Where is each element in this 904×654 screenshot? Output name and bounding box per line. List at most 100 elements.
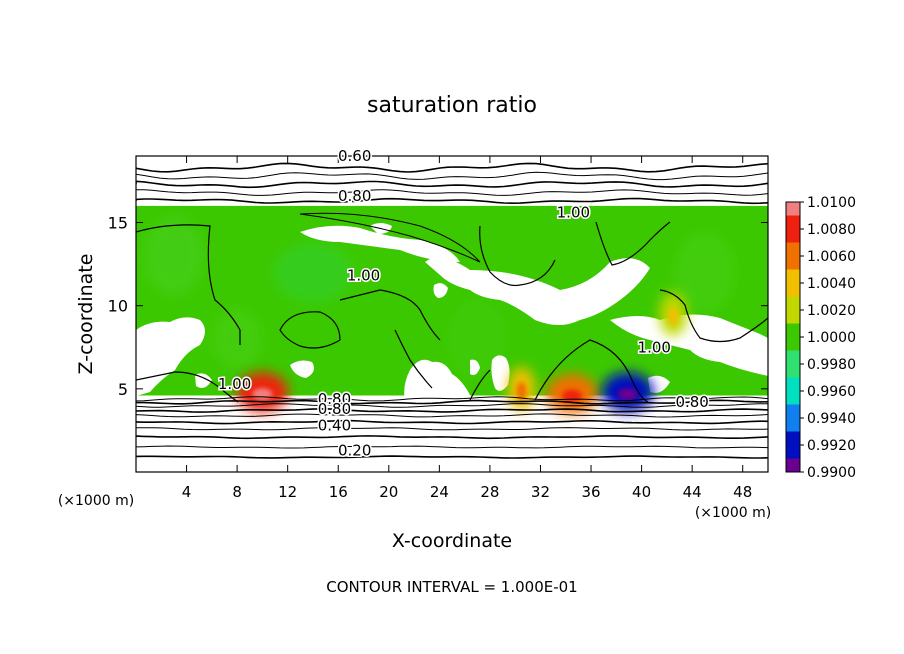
contour-label: 0.80	[675, 393, 708, 411]
contour-label: 0.80	[338, 187, 371, 205]
colorbar-swatch	[786, 431, 800, 459]
hotspot-core	[562, 389, 583, 402]
contour-line	[394, 329, 433, 389]
colorbar-swatch	[786, 350, 800, 378]
contour-line	[136, 162, 768, 173]
colorbar-swatch	[786, 323, 800, 351]
x-tick-label: 48	[733, 483, 752, 501]
contour-label: 0.20	[338, 441, 371, 459]
shade-patch	[674, 232, 735, 313]
x-tick-label: 16	[329, 483, 348, 501]
x-tick-label: 40	[632, 483, 651, 501]
hotspot-core	[617, 388, 638, 401]
colorbar-swatch	[786, 296, 800, 324]
x-tick-label: 36	[581, 483, 600, 501]
contour-label: 0.80	[318, 390, 351, 408]
subsaturated-region	[470, 359, 480, 376]
contour-line	[136, 399, 768, 405]
colorbar-tick-label: 1.0040	[807, 276, 856, 292]
subsaturated-region	[195, 373, 212, 388]
y-tick-label: 15	[108, 214, 128, 233]
colorbar: 1.0100 1.0080 1.0060 1.0040 1.0020 1.0000 0.99…	[785, 195, 856, 481]
colorbar-tick-label: 1.0060	[807, 249, 856, 265]
x-tick-label: 24	[430, 483, 449, 501]
x-tick-label: 20	[379, 483, 398, 501]
contour-line	[136, 419, 768, 425]
contour-interval-note: CONTOUR INTERVAL = 1.000E-01	[326, 578, 577, 596]
colorbar-tick-label: 0.9900	[807, 465, 856, 481]
contour-line	[595, 221, 671, 266]
chart-title: saturation ratio	[367, 93, 537, 118]
colorbar-tick-label: 0.9960	[807, 384, 856, 400]
plot-field	[136, 156, 768, 472]
colorbar-tick-label: 0.9940	[807, 411, 856, 427]
x-tick-label: 44	[683, 483, 702, 501]
x-axis-label: X-coordinate	[392, 530, 512, 552]
subsaturated-region	[425, 257, 650, 325]
colorbar-tick-label: 1.0100	[807, 195, 856, 211]
contour-line	[279, 311, 341, 349]
contour-line	[136, 224, 241, 345]
contour-line	[136, 455, 768, 459]
colorbar-swatch	[786, 377, 800, 405]
contour-line	[136, 197, 768, 205]
subsaturated-region	[491, 355, 510, 391]
colorbar-tick-label: 1.0020	[807, 303, 856, 319]
subsaturated-region	[404, 359, 475, 402]
contour-line	[299, 212, 481, 263]
contour-line	[479, 225, 556, 287]
contour-line	[659, 289, 768, 343]
hotspot-core	[516, 381, 527, 400]
subsaturated-region	[300, 225, 460, 262]
y-axis: 5 10 15	[108, 214, 768, 399]
contour-label: 1.00	[347, 267, 380, 285]
colorbar-tick-label: 1.0080	[807, 222, 856, 238]
shade-patch	[272, 242, 353, 303]
contour-line	[136, 427, 768, 431]
contour-line	[136, 445, 768, 449]
hotspot-core	[668, 307, 679, 325]
contour-label: 0.60	[338, 147, 371, 165]
x-axis: 4 8 12 16 20 24 28 32 36 40 44 48	[182, 156, 752, 501]
colorbar-swatch	[786, 242, 800, 270]
colorbar-swatch	[786, 458, 800, 472]
shade-patch	[212, 308, 263, 369]
contour-line	[534, 339, 649, 403]
shade-patch	[143, 215, 204, 296]
contour-label: 1.00	[218, 375, 251, 393]
colorbar-tick-label: 0.9920	[807, 438, 856, 454]
contour-line	[136, 180, 768, 189]
y-unit-label: (×1000 m)	[58, 493, 134, 509]
colorbar-swatch	[786, 215, 800, 243]
plot-frame	[135, 155, 769, 473]
x-tick-label: 8	[232, 483, 242, 501]
colorbar-swatch	[786, 202, 800, 216]
colorbar-swatch	[786, 404, 800, 432]
contour-line	[136, 403, 768, 408]
contour-label: 0.40	[318, 416, 351, 434]
contour-line	[136, 171, 768, 181]
contour-line	[136, 413, 768, 418]
x-tick-label: 4	[182, 483, 192, 501]
y-tick-label: 10	[108, 297, 128, 316]
contour-line	[339, 289, 441, 341]
hotspot-core	[252, 388, 273, 401]
contour-label: 1.00	[638, 338, 671, 356]
contour-line	[136, 396, 768, 402]
contour-line	[136, 189, 768, 196]
contour-line	[136, 435, 768, 440]
colorbar-swatch	[786, 269, 800, 297]
shade-patch	[447, 298, 508, 379]
subsaturated-region	[433, 283, 448, 298]
subsaturated-region	[290, 360, 314, 378]
y-axis-label: Z-coordinate	[75, 254, 97, 375]
x-tick-label: 12	[278, 483, 297, 501]
contour-label: 0.80	[318, 400, 351, 418]
colorbar-tick-label: 0.9980	[807, 357, 856, 373]
colorbar-tick-label: 1.0000	[807, 330, 856, 346]
contour-line	[136, 408, 768, 413]
x-tick-label: 28	[480, 483, 499, 501]
contour-label: 1.00	[557, 204, 590, 222]
contour-line	[136, 371, 239, 403]
